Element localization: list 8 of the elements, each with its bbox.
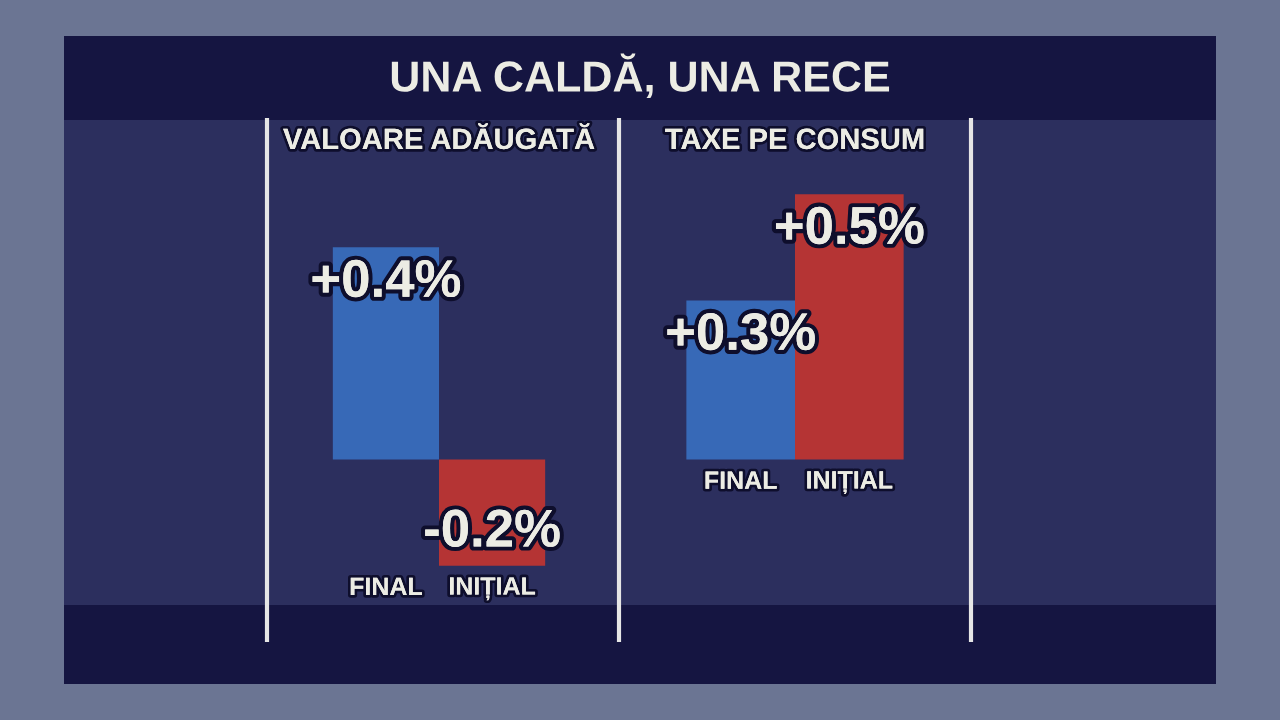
- x-tick-label: INIȚIAL: [807, 471, 893, 495]
- x-tick-label: INIȚIAL: [450, 577, 536, 601]
- text: UNA CALDĂ, UNA RECE: [391, 53, 890, 99]
- data-label: +0.4%: [312, 259, 461, 298]
- chart-subtitle: VALOARE ADĂUGATĂ: [283, 123, 595, 150]
- x-tick-label: FINAL: [705, 471, 777, 489]
- x-tick-label: FINAL: [350, 577, 422, 595]
- chart-subtitle: TAXE PE CONSUM: [665, 128, 924, 150]
